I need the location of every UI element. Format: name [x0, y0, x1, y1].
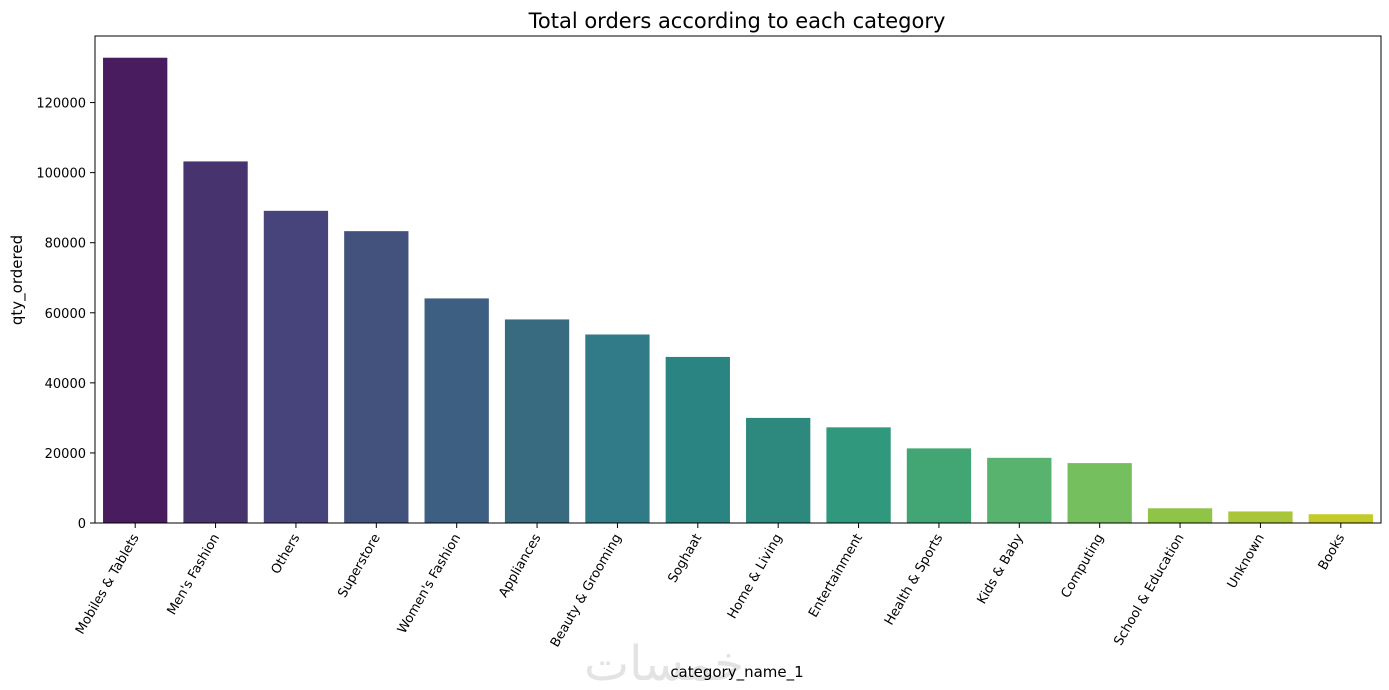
x-tick-label: Men's Fashion [165, 532, 223, 618]
bar [1228, 511, 1293, 523]
x-tick-label: Beauty & Grooming [548, 532, 625, 650]
x-tick-label: Soghaat [665, 532, 705, 586]
y-ticks-group: 0 20000 40000 60000 80000 100000 120000 [36, 97, 95, 532]
x-tick-label: Entertainment [806, 532, 866, 621]
x-tick-label: Health & Sports [882, 531, 946, 628]
bar [746, 417, 811, 523]
x-tick-label: Kids & Baby [975, 531, 1027, 607]
chart-title: Total orders according to each category [528, 9, 946, 33]
plot-frame [94, 35, 1382, 524]
bar [906, 448, 972, 523]
y-tick-label: 0 [78, 517, 86, 532]
bar [103, 57, 168, 524]
bar [263, 210, 329, 523]
bar [1147, 508, 1213, 523]
y-axis-title: qty_ordered [8, 235, 27, 325]
x-tick-label: Superstore [335, 532, 383, 601]
y-tick-label: 60000 [45, 307, 86, 322]
bar [987, 457, 1052, 523]
x-tick-label: Books [1316, 531, 1349, 573]
y-tick-label: 40000 [45, 377, 86, 392]
bar [183, 161, 248, 523]
x-tick-label: Home & Living [725, 532, 786, 622]
x-tick-label: Computing [1058, 532, 1107, 601]
bar [504, 319, 570, 523]
y-tick-label: 100000 [36, 167, 86, 182]
x-axis-title: category_name_1 [670, 663, 803, 682]
y-tick-label: 120000 [36, 97, 86, 112]
bar [424, 298, 489, 523]
x-tick-label: School & Education [1111, 532, 1187, 649]
y-tick-label: 20000 [45, 447, 86, 462]
x-tick-label: Others [269, 531, 304, 577]
y-tick-label: 80000 [45, 237, 86, 252]
watermark-logo: خمسات [584, 636, 744, 690]
bar [344, 231, 409, 523]
x-tick-label: Unknown [1225, 532, 1268, 592]
x-ticks-group: Mobiles & Tablets Men's Fashion Others Supe… [73, 523, 1348, 650]
bar [1308, 514, 1373, 523]
bar [826, 427, 891, 523]
x-tick-label: Women's Fashion [395, 532, 464, 637]
x-tick-label: Mobiles & Tablets [73, 531, 143, 637]
bar [585, 334, 650, 523]
x-tick-label: Appliances [496, 531, 544, 600]
bar [665, 356, 730, 523]
bar [1067, 463, 1132, 523]
bars-group [103, 57, 1373, 524]
